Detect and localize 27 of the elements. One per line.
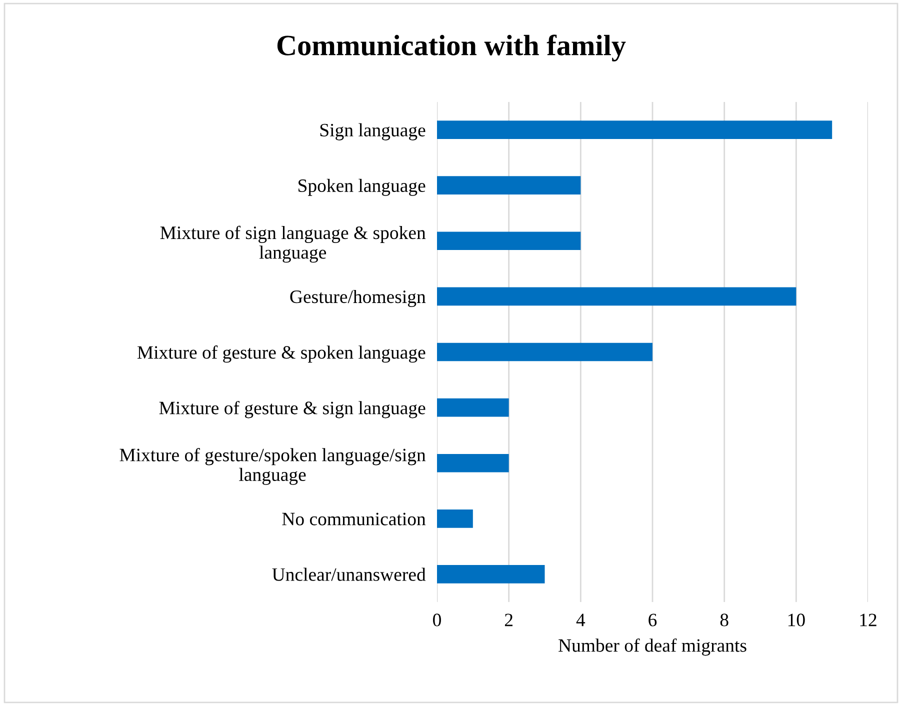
x-tick-label: 12: [860, 614, 876, 626]
y-tick-label: Spoken language: [298, 178, 426, 196]
x-tick-label: 2: [504, 614, 512, 626]
y-tick-label: Mixture of gesture & spoken language: [137, 345, 426, 363]
x-tick-label: 10: [788, 614, 805, 626]
bar: [437, 510, 473, 528]
chart-title: Communication with family: [277, 34, 626, 62]
x-axis-title: Number of deaf migrants: [558, 638, 746, 656]
y-tick-label: Unclear/unanswered: [272, 568, 426, 581]
y-tick-label: Mixture of sign language & spoken language: [160, 226, 426, 263]
x-tick-label: 6: [648, 614, 657, 626]
bar: [437, 454, 509, 472]
y-tick-label: Mixture of gesture/spoken language/sign language: [120, 448, 426, 485]
y-tick-label: No communication: [282, 512, 426, 526]
x-tick-label: 8: [720, 614, 728, 626]
bar: [437, 232, 581, 250]
x-tick-label: 4: [576, 614, 586, 626]
bar: [437, 342, 652, 362]
bar: [437, 287, 796, 306]
bar: [437, 565, 545, 584]
y-tick-label: Gesture/homesign: [290, 290, 426, 307]
bar: [437, 120, 832, 139]
y-tick-label: Mixture of gesture & sign language: [159, 400, 426, 418]
bar: [437, 176, 581, 194]
y-tick-label: Sign language: [320, 123, 426, 140]
x-tick-label: 0: [433, 614, 441, 626]
bar: [437, 398, 509, 417]
